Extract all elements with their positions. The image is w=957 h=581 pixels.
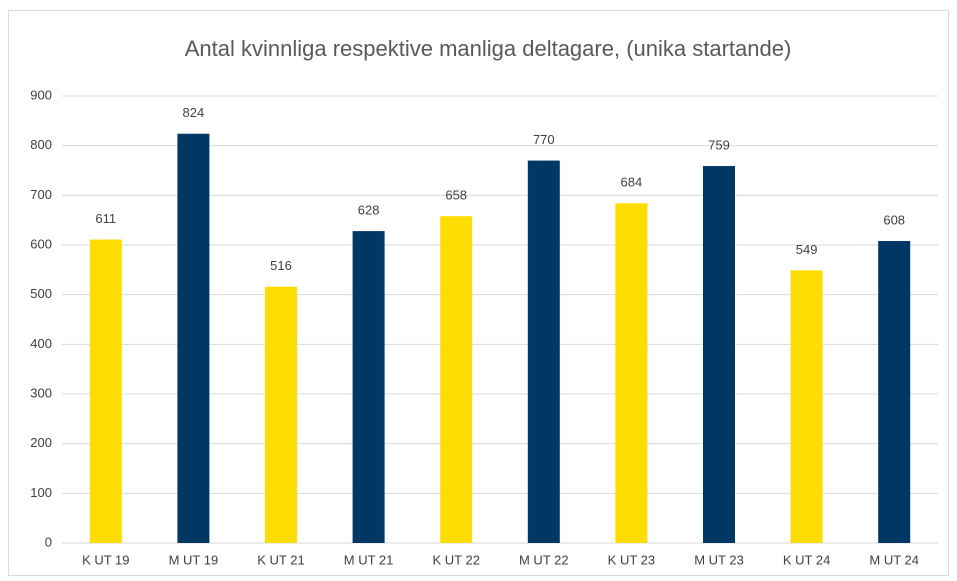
data-label: 824 xyxy=(183,105,205,120)
y-tick-label: 600 xyxy=(30,236,52,251)
y-tick-label: 100 xyxy=(30,485,52,500)
chart-title: Antal kvinnliga respektive manliga delta… xyxy=(185,36,792,61)
data-label: 759 xyxy=(708,137,730,152)
bar xyxy=(878,241,911,543)
bar xyxy=(352,231,385,544)
data-label: 628 xyxy=(358,203,380,218)
data-label: 611 xyxy=(95,211,116,226)
x-tick-label: M UT 23 xyxy=(694,552,744,567)
y-tick-label: 900 xyxy=(30,87,52,102)
data-label: 658 xyxy=(445,188,467,203)
y-tick-label: 700 xyxy=(30,187,52,202)
x-tick-label: K UT 22 xyxy=(432,552,479,567)
x-tick-label: K UT 21 xyxy=(257,552,304,567)
x-tick-label: K UT 23 xyxy=(608,552,655,567)
data-label: 684 xyxy=(621,175,643,190)
data-label: 549 xyxy=(796,242,818,257)
y-tick-label: 200 xyxy=(30,435,52,450)
bar xyxy=(790,270,823,543)
x-tick-label: K UT 19 xyxy=(82,552,129,567)
data-label: 608 xyxy=(883,212,905,227)
y-tick-label: 300 xyxy=(30,385,52,400)
bar xyxy=(703,166,735,543)
x-tick-label: M UT 19 xyxy=(169,552,219,567)
data-label: 516 xyxy=(270,258,292,273)
bar xyxy=(89,239,122,543)
y-tick-label: 400 xyxy=(30,336,52,351)
bar xyxy=(527,160,560,544)
bar xyxy=(440,216,473,543)
y-tick-label: 800 xyxy=(30,137,52,152)
x-tick-label: M UT 21 xyxy=(344,552,394,567)
bar xyxy=(265,286,297,543)
x-tick-label: M UT 22 xyxy=(519,552,569,567)
x-tick-label: M UT 24 xyxy=(869,552,919,567)
y-tick-label: 500 xyxy=(30,286,52,301)
x-tick-label: K UT 24 xyxy=(783,552,830,567)
bar xyxy=(615,203,648,543)
bar xyxy=(177,133,210,543)
data-label: 770 xyxy=(533,132,555,147)
y-tick-label: 0 xyxy=(45,534,52,549)
